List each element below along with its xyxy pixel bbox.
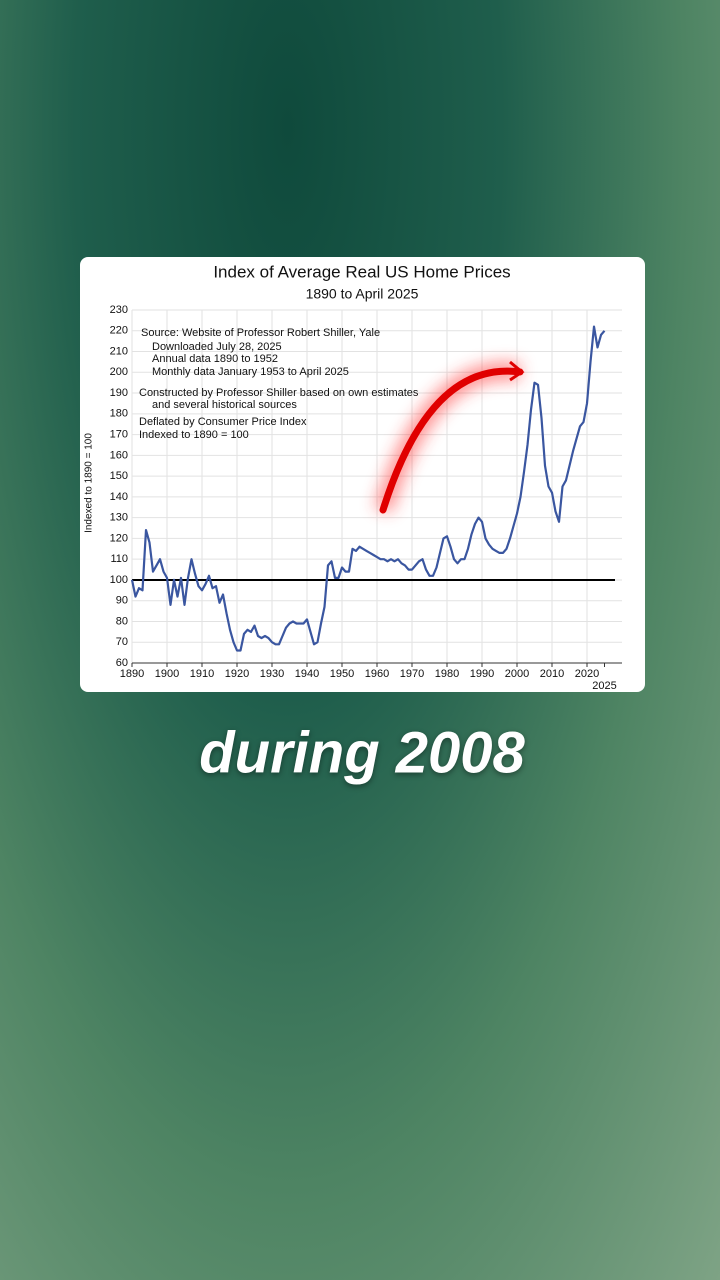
x-tick-label: 1990: [470, 668, 494, 680]
x-tick-label: 2025: [592, 680, 616, 692]
y-tick-label: 140: [110, 491, 128, 503]
y-tick-label: 70: [116, 636, 128, 648]
annotation: Downloaded July 28, 2025: [152, 341, 282, 353]
annotation: and several historical sources: [152, 399, 297, 411]
y-tick-label: 110: [110, 553, 128, 565]
y-tick-label: 90: [116, 595, 128, 607]
y-tick-label: 220: [110, 325, 128, 337]
y-tick-label: 210: [110, 345, 128, 357]
x-tick-label: 1960: [365, 668, 389, 680]
plot: 60 70 80 90 100 110 120 130 140 150 160 170 180 190 20…: [110, 304, 622, 692]
caption: during 2008: [199, 720, 525, 785]
x-tick-label: 1900: [155, 668, 179, 680]
red-arrow: [374, 360, 525, 514]
x-tick-label: 1890: [120, 668, 144, 680]
x-tick-label: 1930: [260, 668, 284, 680]
chart-title: Index of Average Real US Home Prices: [213, 262, 510, 281]
x-tick-label: 1910: [190, 668, 214, 680]
chart-card: [80, 257, 645, 692]
chart-subtitle: 1890 to April 2025: [306, 286, 419, 302]
x-tick-label: 1920: [225, 668, 249, 680]
x-tick-label: 2020: [575, 668, 599, 680]
y-axis-label: Indexed to 1890 = 100: [84, 433, 95, 533]
x-tick-label: 2010: [540, 668, 564, 680]
y-tick-label: 60: [116, 657, 128, 669]
y-tick-label: 80: [116, 615, 128, 627]
annotation: Monthly data January 1953 to April 2025: [152, 366, 349, 378]
y-tick-label: 160: [110, 449, 128, 461]
y-tick-label: 170: [110, 428, 128, 440]
y-tick-label: 120: [110, 532, 128, 544]
y-tick-label: 150: [110, 470, 128, 482]
annotation: Annual data 1890 to 1952: [152, 353, 278, 365]
annotation: Indexed to 1890 = 100: [139, 429, 249, 441]
y-tick-label: 190: [110, 387, 128, 399]
x-tick-label: 1950: [330, 668, 354, 680]
x-tick-label: 2000: [505, 668, 529, 680]
annotation: Deflated by Consumer Price Index: [139, 416, 307, 428]
y-tick-label: 230: [110, 304, 128, 316]
y-tick-label: 200: [110, 366, 128, 378]
data-line: [130, 325, 606, 652]
y-tick-label: 100: [110, 574, 128, 586]
x-tick-label: 1970: [400, 668, 424, 680]
annotation: Source: Website of Professor Robert Shil…: [141, 327, 380, 339]
y-tick-label: 130: [110, 512, 128, 524]
annotation: Constructed by Professor Shiller based o…: [139, 387, 419, 399]
x-tick-label: 1940: [295, 668, 319, 680]
x-tick-label: 1980: [435, 668, 459, 680]
y-tick-label: 180: [110, 408, 128, 420]
